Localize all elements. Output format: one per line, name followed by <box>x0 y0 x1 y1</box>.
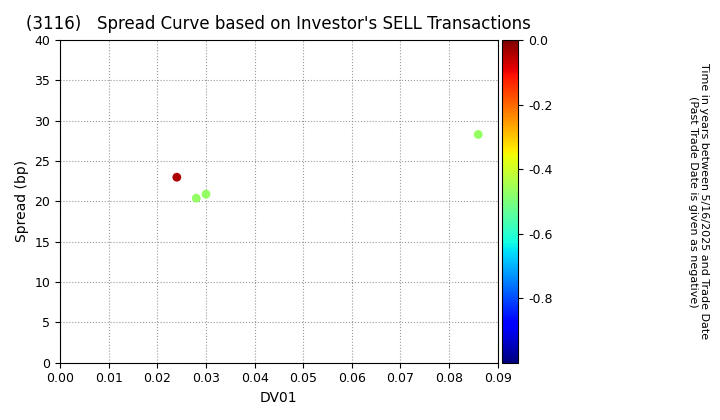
Point <box>472 131 484 138</box>
Point <box>171 174 183 181</box>
Title: (3116)   Spread Curve based on Investor's SELL Transactions: (3116) Spread Curve based on Investor's … <box>27 15 531 33</box>
Point <box>191 195 202 202</box>
Y-axis label: Time in years between 5/16/2025 and Trade Date
(Past Trade Date is given as nega: Time in years between 5/16/2025 and Trad… <box>688 63 709 339</box>
Point <box>200 191 212 197</box>
Y-axis label: Spread (bp): Spread (bp) <box>15 160 29 242</box>
X-axis label: DV01: DV01 <box>260 391 298 405</box>
